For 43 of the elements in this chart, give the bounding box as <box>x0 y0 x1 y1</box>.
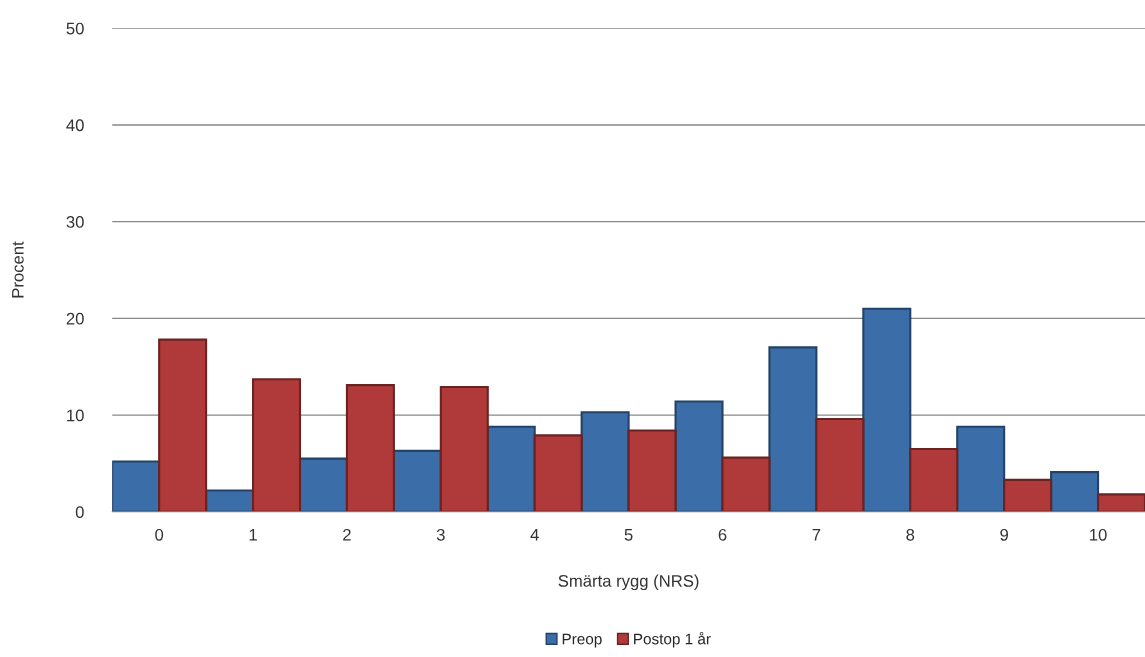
x-tick-label: 10 <box>1090 528 1107 541</box>
bar <box>439 386 489 512</box>
bar <box>862 307 912 512</box>
bar <box>721 456 771 512</box>
x-tick-label: 2 <box>343 528 351 541</box>
y-axis-title: Procent <box>12 241 24 298</box>
legend-label: Preop <box>562 633 602 648</box>
x-tick-label: 7 <box>812 529 821 541</box>
bar <box>112 460 161 512</box>
bar <box>345 384 395 512</box>
bar <box>909 447 959 512</box>
bar <box>252 378 302 512</box>
bar <box>298 457 348 512</box>
x-tick-label: 3 <box>436 528 445 541</box>
bar <box>392 449 442 512</box>
bar <box>1003 478 1053 512</box>
x-tick-label: 8 <box>906 528 915 541</box>
y-tick-label: 40 <box>66 119 84 132</box>
bar <box>768 346 818 512</box>
bar <box>956 425 1006 512</box>
y-tick-label: 50 <box>66 22 84 35</box>
x-tick-label: 9 <box>1000 528 1009 541</box>
bar <box>815 417 865 512</box>
y-tick-label: 0 <box>75 506 84 519</box>
x-tick-label: 0 <box>155 528 164 541</box>
bar <box>1050 471 1100 512</box>
x-tick-label: 1 <box>249 529 257 541</box>
bar <box>1097 493 1145 512</box>
bar <box>674 400 724 512</box>
x-tick-label: 4 <box>530 529 539 541</box>
y-tick-label: 30 <box>66 216 84 228</box>
x-tick-label: 5 <box>624 529 633 541</box>
bar <box>533 434 583 512</box>
bar <box>205 489 255 512</box>
y-tick-label: 20 <box>66 312 84 325</box>
bar <box>627 429 677 512</box>
bar <box>580 411 630 512</box>
x-tick-label: 6 <box>718 528 727 541</box>
y-tick-label: 10 <box>67 409 84 422</box>
bar <box>158 338 208 512</box>
x-axis-title: Smärta rygg (NRS) <box>558 574 699 591</box>
bar <box>486 425 536 512</box>
legend-label: Postop 1 år <box>634 631 711 648</box>
